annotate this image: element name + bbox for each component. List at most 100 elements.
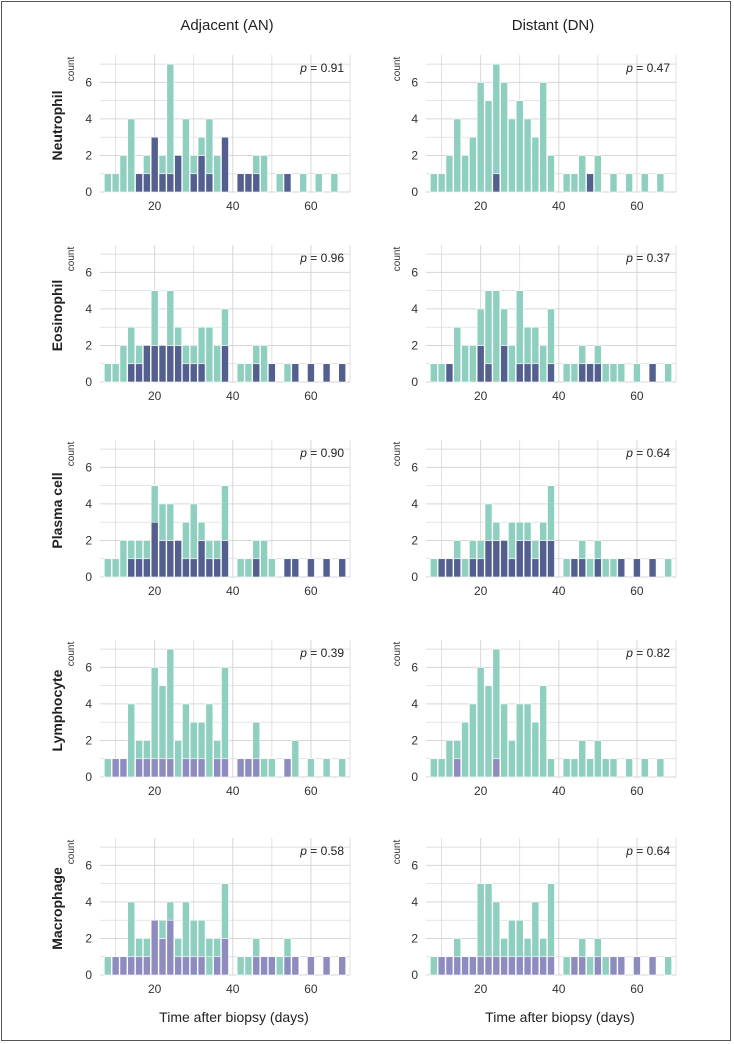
x-tick-label: 40 (226, 199, 240, 213)
bar-overlap (594, 956, 602, 976)
bar-excess (221, 667, 229, 760)
row-label-neutrophil: Neutrophil (49, 91, 65, 161)
bar-overlap (221, 345, 229, 383)
bar-overlap (547, 956, 555, 976)
bar-excess (182, 345, 190, 365)
bar-overlap (633, 956, 641, 976)
bar-overlap (531, 363, 540, 383)
bar-overlap (236, 173, 245, 193)
y-tick-label: 6 (411, 460, 418, 474)
bar-excess (111, 173, 120, 193)
bar-excess (166, 648, 175, 760)
bar-overlap (586, 363, 594, 383)
bar-overlap (127, 558, 136, 578)
bar-excess (531, 901, 540, 958)
bar-overlap (453, 956, 462, 976)
bar-excess (189, 155, 198, 175)
bar-overlap (127, 956, 136, 976)
bar-excess (492, 648, 501, 760)
bar-excess (445, 155, 454, 193)
y-tick-label: 4 (411, 497, 418, 511)
bar-excess (430, 363, 438, 383)
bar-overlap (213, 558, 221, 578)
bar-excess (562, 758, 571, 778)
bar-excess (469, 540, 477, 560)
bar-overlap (189, 956, 198, 976)
count-label: count (66, 642, 77, 667)
bar-excess (205, 118, 214, 175)
y-tick-label: 0 (411, 375, 418, 389)
bar-excess (508, 345, 516, 383)
bar-overlap (508, 956, 516, 976)
bar-excess (484, 503, 493, 541)
x-tick-label: 20 (148, 199, 162, 213)
bar-overlap (322, 363, 331, 383)
bar-excess (236, 363, 245, 383)
y-tick-label: 2 (85, 533, 92, 547)
bar-overlap (484, 540, 493, 578)
bar-excess (640, 758, 649, 778)
bar-excess (197, 521, 206, 541)
row-label-macrophage: Macrophage (49, 867, 65, 950)
bar-excess (594, 540, 602, 560)
bar-overlap (135, 956, 143, 976)
bar-excess (547, 155, 555, 193)
bar-overlap (119, 956, 128, 976)
bar-excess (236, 956, 245, 976)
bar-excess (484, 290, 493, 365)
bar-excess (291, 740, 300, 778)
bar-overlap (307, 558, 315, 578)
bar-overlap (150, 919, 159, 976)
bar-excess (174, 938, 182, 958)
bar-excess (476, 82, 485, 193)
bar-excess (213, 540, 221, 560)
bar-excess (182, 521, 190, 560)
bar-excess (189, 919, 198, 958)
y-tick-label: 2 (85, 148, 92, 162)
bar-overlap (252, 558, 261, 578)
bar-excess (252, 540, 261, 560)
bar-excess (562, 173, 571, 193)
bar-overlap (437, 558, 446, 578)
bar-overlap (617, 956, 626, 976)
bar-overlap (453, 558, 462, 578)
bar-overlap (539, 540, 547, 578)
bar-excess (562, 363, 571, 383)
bar-excess (205, 540, 214, 560)
bar-excess (166, 290, 175, 346)
bar-excess (633, 363, 641, 383)
y-tick-label: 6 (411, 858, 418, 872)
bar-overlap (586, 173, 594, 193)
bar-excess (430, 956, 438, 976)
y-tick-label: 0 (411, 570, 418, 584)
x-tick-label: 20 (474, 389, 488, 403)
bar-overlap (143, 173, 151, 193)
bar-overlap (143, 558, 151, 578)
bar-excess (656, 173, 665, 193)
bar-excess (461, 155, 469, 193)
bar-excess (492, 901, 501, 958)
bar-excess (515, 703, 524, 778)
panel-macrophage-adjacent: 0 2 4 6 20 40 60 count p = 0.58 Macrophage (49, 838, 351, 996)
bar-excess (182, 703, 190, 760)
bar-excess (213, 345, 221, 383)
y-tick-label: 4 (85, 112, 92, 126)
bar-overlap (244, 173, 253, 193)
bar-overlap (197, 363, 206, 383)
bar-excess (221, 308, 229, 346)
bar-overlap (268, 956, 276, 976)
bar-excess (221, 883, 229, 939)
bar-overlap (578, 558, 587, 578)
bar-excess (244, 558, 253, 578)
bar-excess (515, 919, 524, 958)
y-tick-label: 2 (411, 148, 418, 162)
bar-excess (609, 363, 618, 383)
bar-excess (531, 540, 540, 560)
bar-excess (523, 326, 532, 365)
bar-overlap (221, 540, 229, 578)
bar-excess (111, 363, 120, 383)
bar-excess (523, 521, 532, 541)
bar-excess (539, 685, 547, 778)
count-label: count (66, 247, 77, 272)
x-tick-label: 40 (552, 584, 566, 598)
